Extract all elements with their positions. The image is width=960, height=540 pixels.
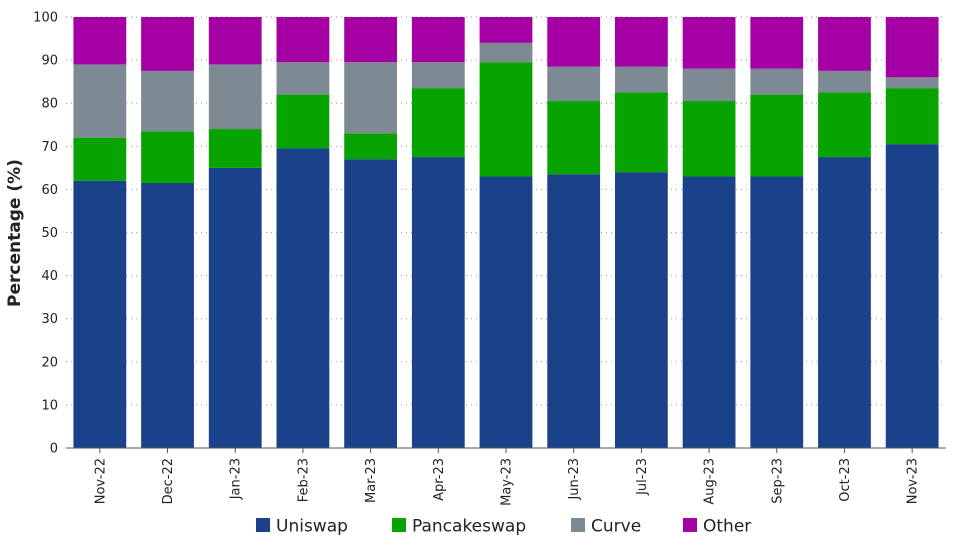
bar-other-jun-23 (547, 17, 601, 67)
bar-other-apr-23 (411, 17, 465, 63)
bar-pancakeswap-nov-23 (885, 88, 939, 145)
bar-uniswap-aug-23 (682, 176, 736, 448)
bar-pancakeswap-mar-23 (344, 133, 398, 160)
x-tick-label-jul-23: Jul-23 (635, 458, 650, 496)
bar-curve-nov-22 (73, 64, 127, 138)
bar-pancakeswap-jul-23 (614, 92, 668, 173)
x-tick-label-aug-23: Aug-23 (703, 458, 718, 505)
bar-other-feb-23 (276, 17, 330, 63)
bar-curve-jan-23 (208, 64, 262, 130)
bar-uniswap-feb-23 (276, 148, 330, 448)
x-tick-label-may-23: May-23 (500, 458, 515, 506)
y-tick-label-40: 40 (41, 269, 58, 284)
y-tick-label-60: 60 (41, 183, 58, 198)
legend-swatch-uniswap (256, 518, 270, 532)
bar-uniswap-jun-23 (547, 174, 601, 448)
bar-curve-apr-23 (411, 62, 465, 89)
x-tick-label-nov-22: Nov-22 (93, 458, 108, 504)
bar-other-jul-23 (614, 17, 668, 67)
bar-curve-feb-23 (276, 62, 330, 95)
y-tick-label-30: 30 (41, 312, 58, 327)
legend-swatch-curve (571, 518, 585, 532)
bar-uniswap-jul-23 (614, 172, 668, 448)
bar-other-oct-23 (818, 17, 871, 71)
legend-label-pancakeswap: Pancakeswap (412, 517, 526, 537)
bar-pancakeswap-aug-23 (682, 101, 736, 177)
y-tick-label-0: 0 (50, 442, 58, 457)
x-tick-label-jun-23: Jun-23 (567, 458, 582, 501)
y-tick-label-70: 70 (41, 140, 58, 155)
bar-pancakeswap-jan-23 (208, 129, 262, 168)
bar-pancakeswap-dec-22 (141, 131, 194, 183)
y-axis-title: Percentage (%) (5, 159, 25, 307)
bar-curve-jul-23 (614, 66, 668, 93)
bar-pancakeswap-nov-22 (73, 137, 127, 181)
bar-other-may-23 (479, 17, 533, 43)
bar-uniswap-apr-23 (411, 157, 465, 448)
bar-other-mar-23 (344, 17, 398, 63)
y-tick-label-10: 10 (41, 398, 58, 413)
bar-curve-aug-23 (682, 68, 736, 102)
x-tick-label-mar-23: Mar-23 (364, 458, 379, 503)
bar-curve-nov-23 (885, 77, 939, 89)
x-tick-label-apr-23: Apr-23 (432, 458, 447, 501)
bars (73, 17, 939, 449)
y-tick-label-20: 20 (41, 355, 58, 370)
bar-uniswap-jan-23 (208, 167, 262, 448)
x-tick-label-jan-23: Jan-23 (229, 458, 244, 500)
bar-uniswap-may-23 (479, 176, 533, 448)
bar-uniswap-dec-22 (141, 182, 194, 448)
bar-pancakeswap-apr-23 (411, 88, 465, 158)
bar-pancakeswap-may-23 (479, 62, 533, 177)
x-tick-label-nov-23: Nov-23 (906, 458, 921, 504)
legend-label-other: Other (703, 517, 751, 537)
y-tick-label-80: 80 (41, 97, 58, 112)
x-tick-label-oct-23: Oct-23 (838, 458, 853, 502)
bar-pancakeswap-jun-23 (547, 101, 601, 175)
bar-pancakeswap-feb-23 (276, 94, 330, 149)
bar-other-jan-23 (208, 17, 262, 65)
bar-curve-oct-23 (818, 70, 871, 93)
bar-uniswap-nov-23 (885, 144, 939, 448)
bar-uniswap-oct-23 (818, 157, 871, 448)
bar-other-nov-23 (885, 17, 939, 78)
x-tick-label-sep-23: Sep-23 (770, 458, 785, 504)
bar-curve-sep-23 (750, 68, 804, 95)
bar-other-aug-23 (682, 17, 736, 69)
bar-uniswap-mar-23 (344, 159, 398, 449)
legend-swatch-other (683, 518, 697, 532)
legend-swatch-pancakeswap (392, 518, 406, 532)
bar-other-nov-22 (73, 17, 127, 65)
bar-uniswap-sep-23 (750, 176, 804, 448)
y-tick-label-100: 100 (33, 11, 58, 26)
legend-label-uniswap: Uniswap (276, 517, 348, 537)
bar-pancakeswap-oct-23 (818, 92, 871, 158)
bar-uniswap-nov-22 (73, 180, 127, 448)
x-tick-label-feb-23: Feb-23 (296, 458, 311, 502)
bar-other-sep-23 (750, 17, 804, 69)
y-tick-label-50: 50 (41, 226, 58, 241)
bar-curve-may-23 (479, 42, 533, 63)
y-tick-label-90: 90 (41, 54, 58, 69)
axes: 0 10 20 30 40 50 60 70 80 90 100 Nov-22 Dec-22 Jan-23… (33, 11, 946, 506)
bar-curve-mar-23 (344, 62, 398, 134)
bar-curve-dec-22 (141, 70, 194, 132)
bar-other-dec-22 (141, 17, 194, 71)
bar-curve-jun-23 (547, 66, 601, 102)
x-tick-label-dec-22: Dec-22 (161, 458, 176, 504)
legend: Uniswap Pancakeswap Curve Other (256, 517, 751, 537)
legend-label-curve: Curve (591, 517, 641, 537)
bar-pancakeswap-sep-23 (750, 94, 804, 177)
